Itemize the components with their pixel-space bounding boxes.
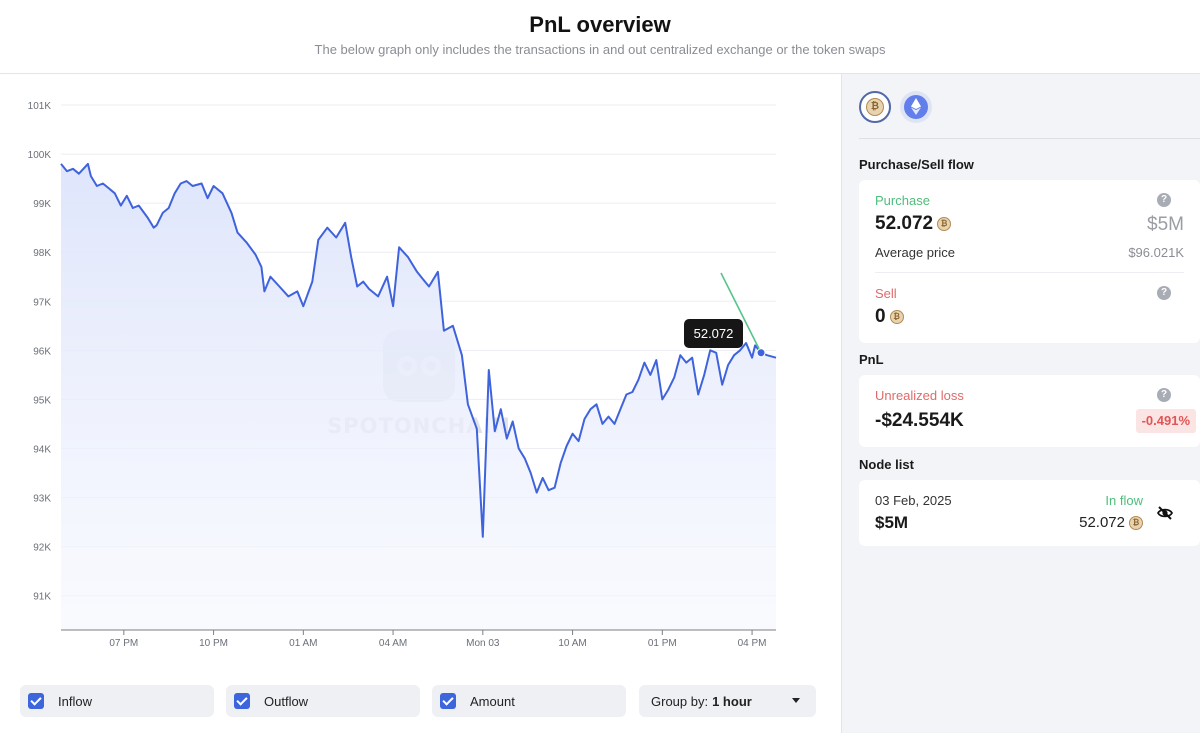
- outflow-checkbox[interactable]: [234, 693, 250, 709]
- ethereum-icon[interactable]: [900, 91, 932, 123]
- purchase-sell-card: Purchase ? 52.072 ₿ $5M Average price $96…: [859, 180, 1200, 343]
- purchase-sell-title: Purchase/Sell flow: [859, 157, 974, 172]
- node-amount: 52.072 ₿: [1079, 514, 1143, 531]
- y-tick-label: 101K: [28, 101, 52, 112]
- y-tick-label: 98K: [33, 248, 51, 259]
- node-usd: $5M: [875, 513, 909, 532]
- chevron-down-icon: [792, 698, 800, 703]
- x-tick-label: 10 AM: [558, 638, 586, 649]
- average-price-value: $96.021K: [1128, 245, 1184, 260]
- help-icon[interactable]: ?: [1157, 388, 1171, 402]
- y-tick-label: 97K: [33, 297, 51, 308]
- x-tick-label: Mon 03: [466, 638, 500, 649]
- x-tick-label: 01 PM: [648, 638, 677, 649]
- group-by-select[interactable]: Group by: 1 hour: [639, 685, 816, 717]
- group-by-value: 1 hour: [712, 693, 752, 709]
- inflow-checkbox[interactable]: [28, 693, 44, 709]
- unrealized-loss-value: -$24.554K: [875, 410, 964, 431]
- help-icon[interactable]: ?: [1157, 286, 1171, 300]
- outflow-label: Outflow: [264, 693, 309, 709]
- purchase-amount: 52.072 ₿: [875, 213, 952, 235]
- x-tick-label: 07 PM: [109, 638, 138, 649]
- page-title: PnL overview: [529, 12, 671, 37]
- inflow-toggle[interactable]: Inflow: [20, 685, 214, 717]
- outflow-toggle[interactable]: Outflow: [226, 685, 420, 717]
- sell-label: Sell: [875, 286, 897, 301]
- purchase-label: Purchase: [875, 193, 930, 208]
- bitcoin-icon: ₿: [1129, 516, 1143, 531]
- chart-svg: 101K 100K 99K 98K 97K 96K 95K 94K 93K 92K 91K 07 PM…: [28, 101, 777, 649]
- bitcoin-icon[interactable]: ₿: [859, 91, 891, 123]
- page-subtitle: The below graph only includes the transa…: [314, 42, 886, 57]
- pnl-title: PnL: [859, 352, 884, 367]
- node-list-title: Node list: [859, 457, 914, 472]
- bitcoin-icon: ₿: [889, 309, 904, 324]
- series-area: [61, 163, 776, 630]
- pnl-card: Unrealized loss ? -$24.554K -0.491%: [859, 375, 1200, 447]
- x-tick-label: 04 AM: [379, 638, 407, 649]
- pnl-percent-badge: -0.491%: [1135, 409, 1196, 433]
- bitcoin-icon: ₿: [937, 216, 952, 231]
- tooltip-connector: [720, 272, 762, 354]
- group-by-label: Group by:: [651, 693, 709, 709]
- inflow-label: Inflow: [58, 693, 92, 709]
- page-header: PnL overview The below graph only includ…: [0, 0, 1200, 74]
- y-tick-label: 96K: [33, 346, 51, 357]
- node-list-item[interactable]: 03 Feb, 2025 $5M In flow 52.072 ₿: [859, 480, 1200, 546]
- amount-checkbox[interactable]: [440, 693, 456, 709]
- chart-tooltip: 52.072: [684, 319, 743, 348]
- sell-amount: 0 ₿: [875, 306, 904, 328]
- y-tick-label: 95K: [33, 395, 51, 406]
- data-point: [756, 348, 766, 358]
- divider: [859, 138, 1200, 139]
- side-panel: ₿ Purchase/Sell flow Purchase ? 52.072 ₿ …: [841, 74, 1200, 733]
- node-flow: In flow: [1105, 493, 1143, 508]
- amount-toggle[interactable]: Amount: [432, 685, 626, 717]
- eye-off-icon[interactable]: [1156, 504, 1174, 522]
- x-tick-label: 04 PM: [738, 638, 767, 649]
- node-date: 03 Feb, 2025: [875, 493, 952, 508]
- y-tick-label: 91K: [33, 592, 51, 603]
- y-tick-label: 92K: [33, 543, 51, 554]
- help-icon[interactable]: ?: [1157, 193, 1171, 207]
- average-price-label: Average price: [875, 245, 955, 260]
- divider: [875, 272, 1184, 273]
- unrealized-loss-label: Unrealized loss: [875, 388, 964, 403]
- y-tick-label: 100K: [28, 150, 52, 161]
- pnl-chart[interactable]: SPOTONCHAIN 101K100K99K98K97K96K95K94K93…: [0, 75, 840, 675]
- y-tick-label: 94K: [33, 444, 51, 455]
- x-tick-label: 01 AM: [289, 638, 317, 649]
- purchase-usd: $5M: [1147, 214, 1184, 235]
- y-tick-label: 93K: [33, 494, 51, 505]
- x-tick-label: 10 PM: [199, 638, 228, 649]
- y-tick-label: 99K: [33, 199, 51, 210]
- series-line: [60, 162, 777, 538]
- amount-label: Amount: [470, 693, 515, 709]
